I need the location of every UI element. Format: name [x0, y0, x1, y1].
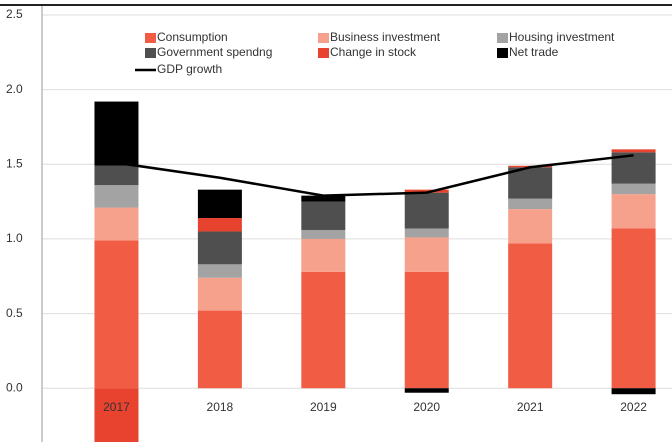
bar-segment — [611, 228, 656, 389]
bar-segment — [197, 264, 242, 278]
bar-segment — [94, 240, 139, 389]
y-tick-label: 0.5 — [6, 306, 23, 320]
bar-segment — [404, 271, 449, 389]
bar-segment — [197, 218, 242, 232]
bar-segment — [404, 192, 449, 229]
bar-segment — [94, 207, 139, 241]
bar-segment — [508, 198, 553, 210]
x-tick-label: 2019 — [310, 400, 337, 414]
x-tick-label: 2017 — [103, 400, 130, 414]
bar-segment — [611, 194, 656, 229]
bar-segment — [611, 183, 656, 195]
bar-segment — [611, 149, 656, 153]
bar-segment — [301, 201, 346, 230]
legend-swatch — [497, 33, 508, 43]
legend-label: GDP growth — [157, 62, 222, 76]
legend-label: Business investment — [330, 30, 441, 44]
bar-segment — [301, 238, 346, 272]
y-tick-label: 2.5 — [6, 7, 23, 21]
x-tick-label: 2018 — [207, 400, 234, 414]
bar-segment — [508, 167, 553, 199]
bar-segment — [301, 195, 346, 202]
y-tick-label: 2.0 — [6, 82, 23, 96]
legend-label: Change in stock — [330, 45, 417, 59]
bar-segment — [404, 189, 449, 193]
y-tick-label: 0.0 — [6, 380, 23, 394]
y-tick-label: 1.5 — [6, 156, 23, 170]
bar-segment — [197, 310, 242, 389]
bar-segment — [404, 228, 449, 238]
legend-swatch — [145, 33, 156, 43]
bar-segment — [508, 209, 553, 244]
legend-swatch — [145, 48, 156, 58]
bar-segment — [611, 388, 656, 395]
x-tick-label: 2022 — [620, 400, 647, 414]
legend-swatch — [497, 48, 508, 58]
bar-segment — [301, 229, 346, 239]
legend-swatch — [318, 48, 329, 58]
legend-label: Government spendng — [157, 45, 272, 59]
bar-segment — [94, 185, 139, 208]
bar-segment — [94, 388, 139, 442]
bar-segment — [94, 101, 139, 166]
gdp-line — [116, 154, 634, 197]
y-tick-label: 1.0 — [6, 231, 23, 245]
bar-segment — [94, 165, 139, 186]
bar-segment — [197, 277, 242, 311]
bar-segment — [404, 388, 449, 393]
legend-swatch — [318, 33, 329, 43]
x-tick-label: 2021 — [517, 400, 544, 414]
legend-label: Consumption — [157, 30, 228, 44]
bar-segment — [404, 237, 449, 272]
bar-segment — [197, 189, 242, 219]
bar-segment — [508, 243, 553, 389]
bar-segment — [197, 231, 242, 265]
bar-segment — [301, 271, 346, 389]
legend-label: Housing investment — [509, 30, 615, 44]
x-tick-label: 2020 — [413, 400, 440, 414]
legend-label: Net trade — [509, 45, 559, 59]
